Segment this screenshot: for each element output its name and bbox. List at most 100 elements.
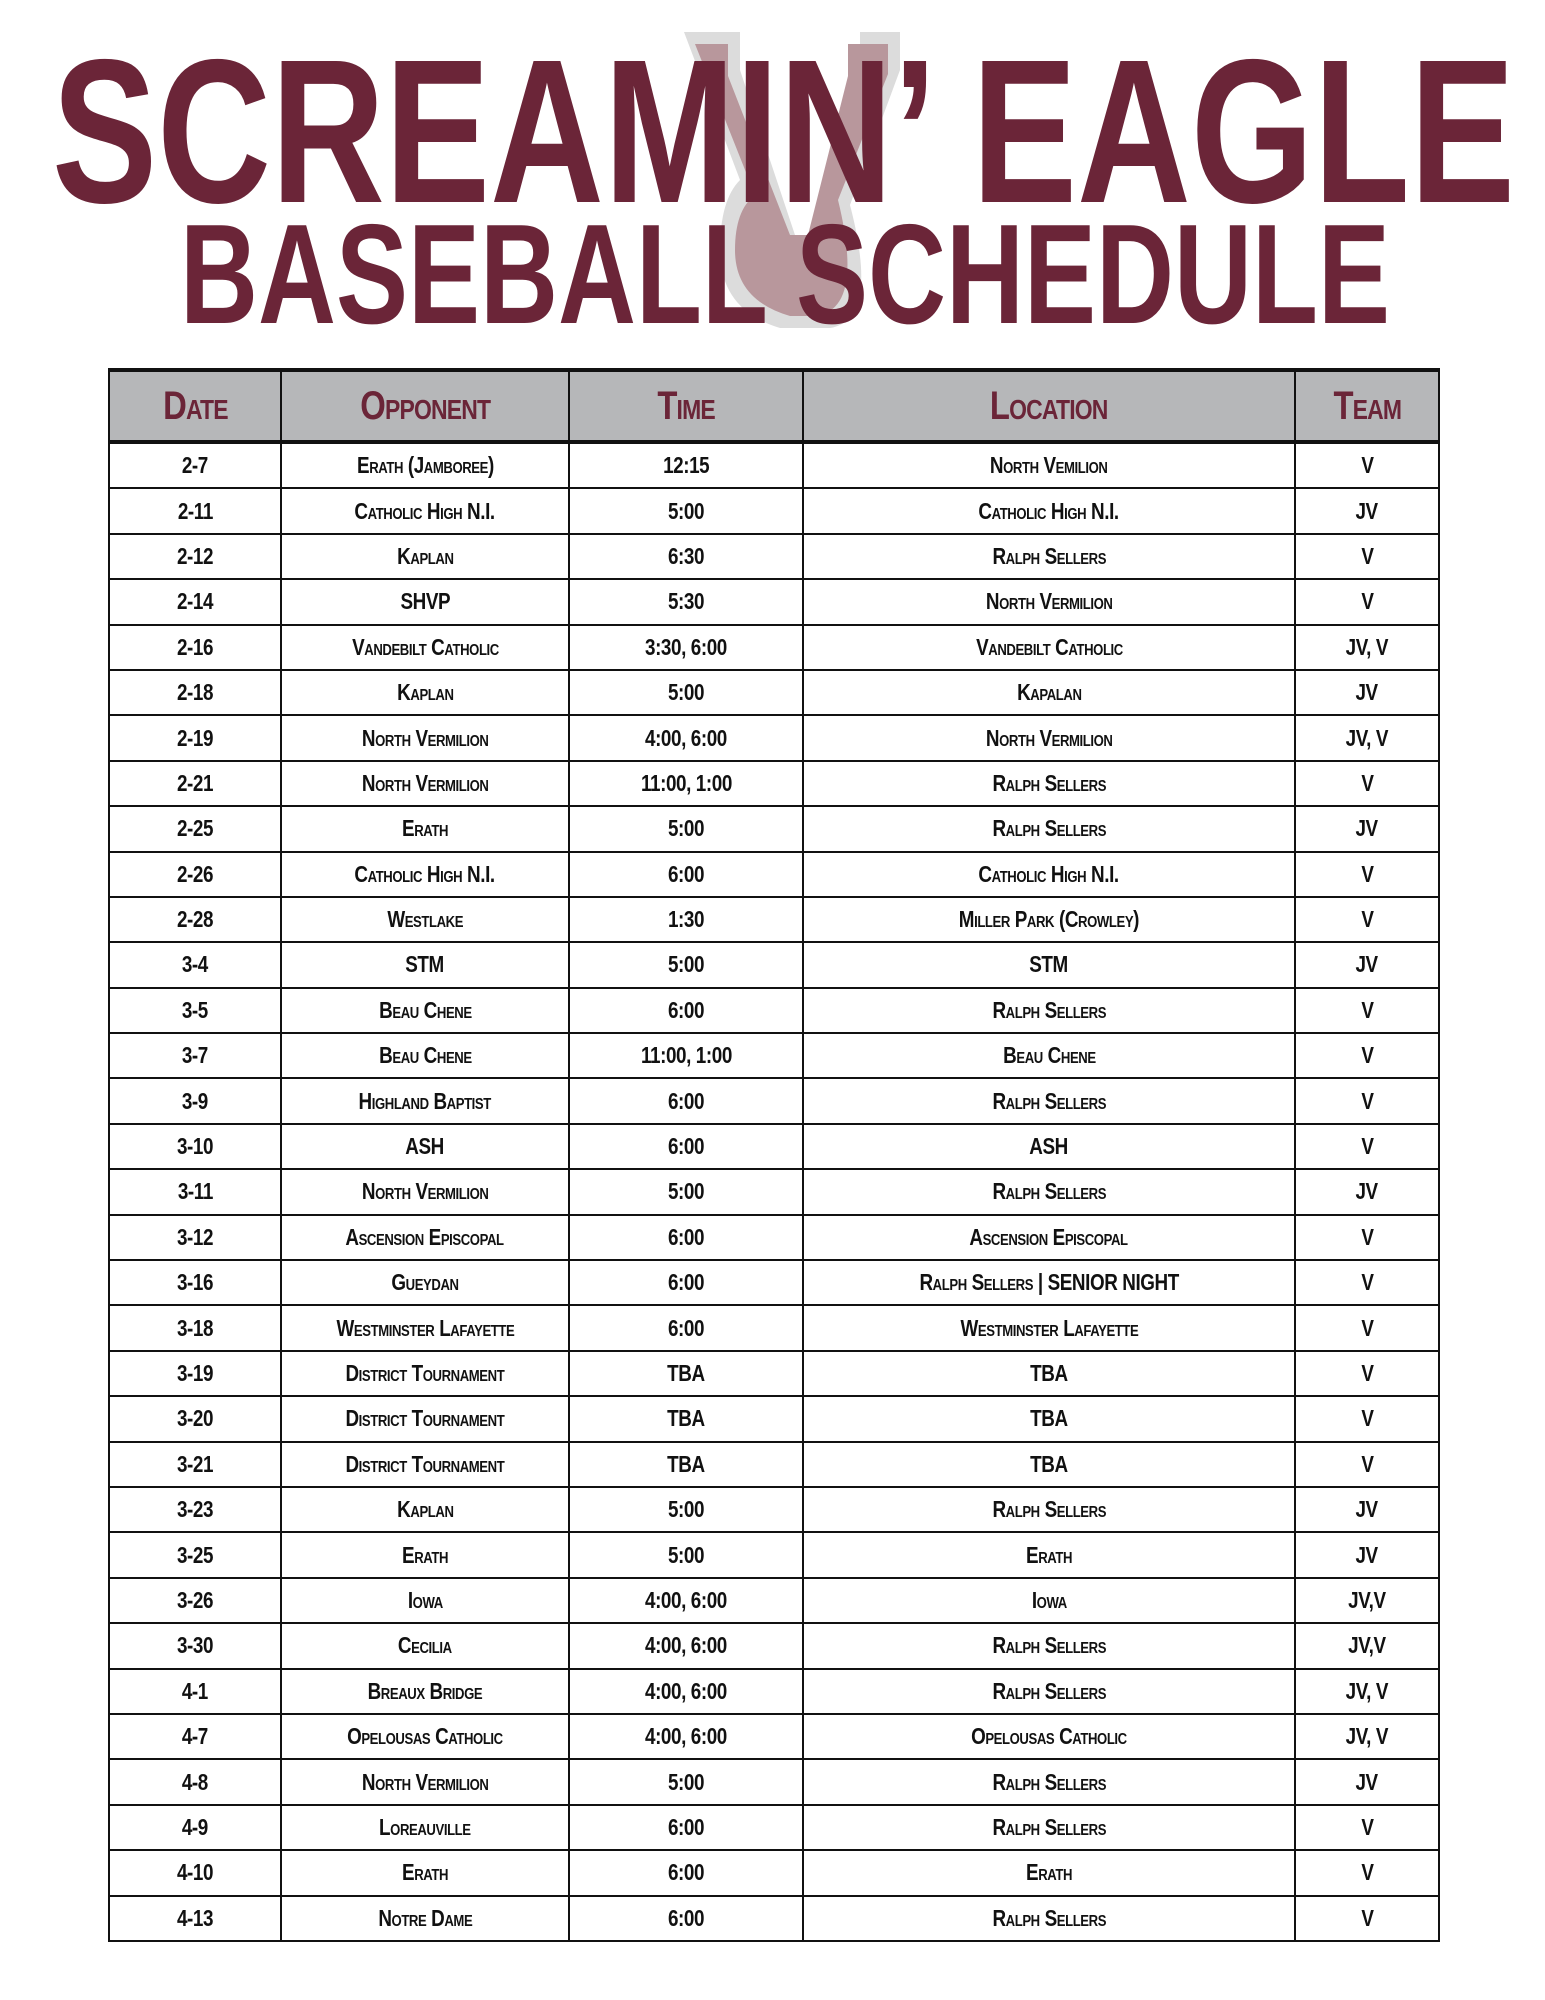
table-row: 4-9 Loreauville 6:00 Ralph Sellers V	[108, 1803, 1440, 1852]
schedule-table: Date Opponent Time Location Team 2-7 Erat…	[108, 368, 1440, 1942]
table-row: 2-11 Catholic High N.I. 5:00 Catholic High …	[108, 487, 1440, 535]
title-line-1: SCREAMIN’ EAGLE	[52, 17, 1515, 246]
team-cell: V	[1294, 1213, 1440, 1262]
opponent-cell: North Vermilion	[280, 1758, 570, 1806]
team-cell: V	[1294, 1349, 1440, 1398]
opponent-cell: ASH	[280, 1122, 570, 1171]
location-cell: Vandebilt Catholic	[802, 623, 1296, 671]
column-header-team: Team	[1294, 368, 1440, 444]
opponent-cell: Notre Dame	[280, 1894, 570, 1942]
location-cell: TBA	[802, 1349, 1296, 1398]
date-cell: 4-7	[108, 1712, 282, 1761]
location-cell: Miller Park (Crowley)	[802, 895, 1296, 944]
table-row: 4-10 Erath 6:00 Erath V	[108, 1849, 1440, 1897]
team-cell: JV, V	[1294, 623, 1440, 671]
opponent-cell: Beau Chene	[280, 986, 570, 1035]
opponent-cell: Cecilia	[280, 1622, 570, 1670]
table-row: 3-9 Highland Baptist 6:00 Ralph Sellers V	[108, 1077, 1440, 1125]
team-cell: V	[1294, 759, 1440, 808]
team-cell: JV, V	[1294, 714, 1440, 762]
table-row: 2-25 Erath 5:00 Ralph Sellers JV	[108, 805, 1440, 853]
date-cell: 3-21	[108, 1440, 282, 1488]
table-row: 3-25 Erath 5:00 Erath JV	[108, 1531, 1440, 1579]
team-cell: JV	[1294, 1531, 1440, 1579]
location-cell: Westminster Lafayette	[802, 1304, 1296, 1352]
table-row: 2-12 Kaplan 6:30 Ralph Sellers V	[108, 532, 1440, 581]
date-cell: 2-18	[108, 668, 282, 717]
time-cell: 6:00	[568, 986, 804, 1035]
team-cell: V	[1294, 1032, 1440, 1080]
date-cell: 2-14	[108, 578, 282, 626]
table-row: 4-8 North Vermilion 5:00 Ralph Sellers JV	[108, 1758, 1440, 1806]
table-row: 3-19 District Tournament TBA TBA V	[108, 1349, 1440, 1398]
table-row: 3-21 District Tournament TBA TBA V	[108, 1440, 1440, 1488]
location-cell: Ralph Sellers	[802, 1894, 1296, 1942]
team-cell: V	[1294, 440, 1440, 490]
location-cell: Ralph Sellers | SENIOR NIGHT	[802, 1259, 1296, 1307]
location-cell: Opelousas Catholic	[802, 1712, 1296, 1761]
location-cell: Ralph Sellers	[802, 1077, 1296, 1125]
opponent-cell: STM	[280, 941, 570, 989]
table-row: 2-14 SHVP 5:30 North Vermilion V	[108, 578, 1440, 626]
table-row: 3-16 Gueydan 6:00 Ralph Sellers | SENIOR NI…	[108, 1259, 1440, 1307]
date-cell: 3-16	[108, 1259, 282, 1307]
table-row: 2-16 Vandebilt Catholic 3:30, 6:00 Vandebil…	[108, 623, 1440, 671]
time-cell: 5:00	[568, 941, 804, 989]
time-cell: TBA	[568, 1440, 804, 1488]
time-cell: 4:00, 6:00	[568, 1712, 804, 1761]
opponent-cell: Kaplan	[280, 532, 570, 581]
team-cell: JV	[1294, 668, 1440, 717]
team-cell: V	[1294, 850, 1440, 898]
opponent-cell: Highland Baptist	[280, 1077, 570, 1125]
date-cell: 2-16	[108, 623, 282, 671]
team-cell: V	[1294, 532, 1440, 581]
location-cell: Ralph Sellers	[802, 1803, 1296, 1852]
date-cell: 4-8	[108, 1758, 282, 1806]
time-cell: 6:00	[568, 1849, 804, 1897]
time-cell: TBA	[568, 1349, 804, 1398]
location-cell: North Vermilion	[802, 714, 1296, 762]
date-cell: 2-12	[108, 532, 282, 581]
date-cell: 3-5	[108, 986, 282, 1035]
date-cell: 4-9	[108, 1803, 282, 1852]
date-cell: 2-11	[108, 487, 282, 535]
table-row: 2-19 North Vermilion 4:00, 6:00 North Vermi…	[108, 714, 1440, 762]
opponent-cell: Catholic High N.I.	[280, 487, 570, 535]
location-cell: Ralph Sellers	[802, 1667, 1296, 1715]
title-line-2: BASEBALL SCHEDULE	[180, 195, 1390, 350]
date-cell: 2-19	[108, 714, 282, 762]
time-cell: 5:00	[568, 1168, 804, 1216]
time-cell: 6:00	[568, 1304, 804, 1352]
title-banner: SCREAMIN’ EAGLE BASEBALL SCHEDULE	[52, 17, 1515, 350]
opponent-cell: Gueydan	[280, 1259, 570, 1307]
team-cell: V	[1294, 1803, 1440, 1852]
location-cell: Erath	[802, 1531, 1296, 1579]
team-cell: V	[1294, 1894, 1440, 1942]
location-cell: North Vermilion	[802, 578, 1296, 626]
date-cell: 3-25	[108, 1531, 282, 1579]
location-cell: Ralph Sellers	[802, 805, 1296, 853]
team-cell: JV	[1294, 805, 1440, 853]
location-cell: Catholic High N.I.	[802, 850, 1296, 898]
table-row: 3-18 Westminster Lafayette 6:00 Westminster…	[108, 1304, 1440, 1352]
opponent-cell: Erath (Jamboree)	[280, 440, 570, 490]
opponent-cell: Breaux Bridge	[280, 1667, 570, 1715]
table-row: 3-10 ASH 6:00 ASH V	[108, 1122, 1440, 1171]
location-cell: STM	[802, 941, 1296, 989]
opponent-cell: Opelousas Catholic	[280, 1712, 570, 1761]
column-header-opponent: Opponent	[280, 368, 570, 444]
opponent-cell: Vandebilt Catholic	[280, 623, 570, 671]
date-cell: 3-18	[108, 1304, 282, 1352]
time-cell: 4:00, 6:00	[568, 1622, 804, 1670]
date-cell: 2-26	[108, 850, 282, 898]
location-cell: Catholic High N.I.	[802, 487, 1296, 535]
opponent-cell: Kaplan	[280, 1485, 570, 1534]
opponent-cell: Kaplan	[280, 668, 570, 717]
table-row: 3-12 Ascension Episcopal 6:00 Ascension Epi…	[108, 1213, 1440, 1262]
location-cell: North Vemilion	[802, 440, 1296, 490]
date-cell: 3-9	[108, 1077, 282, 1125]
table-row: 2-28 Westlake 1:30 Miller Park (Crowley) V	[108, 895, 1440, 944]
table-row: 2-7 Erath (Jamboree) 12:15 North Vemilion V	[108, 440, 1440, 490]
table-row: 2-18 Kaplan 5:00 Kapalan JV	[108, 668, 1440, 717]
opponent-cell: Westlake	[280, 895, 570, 944]
